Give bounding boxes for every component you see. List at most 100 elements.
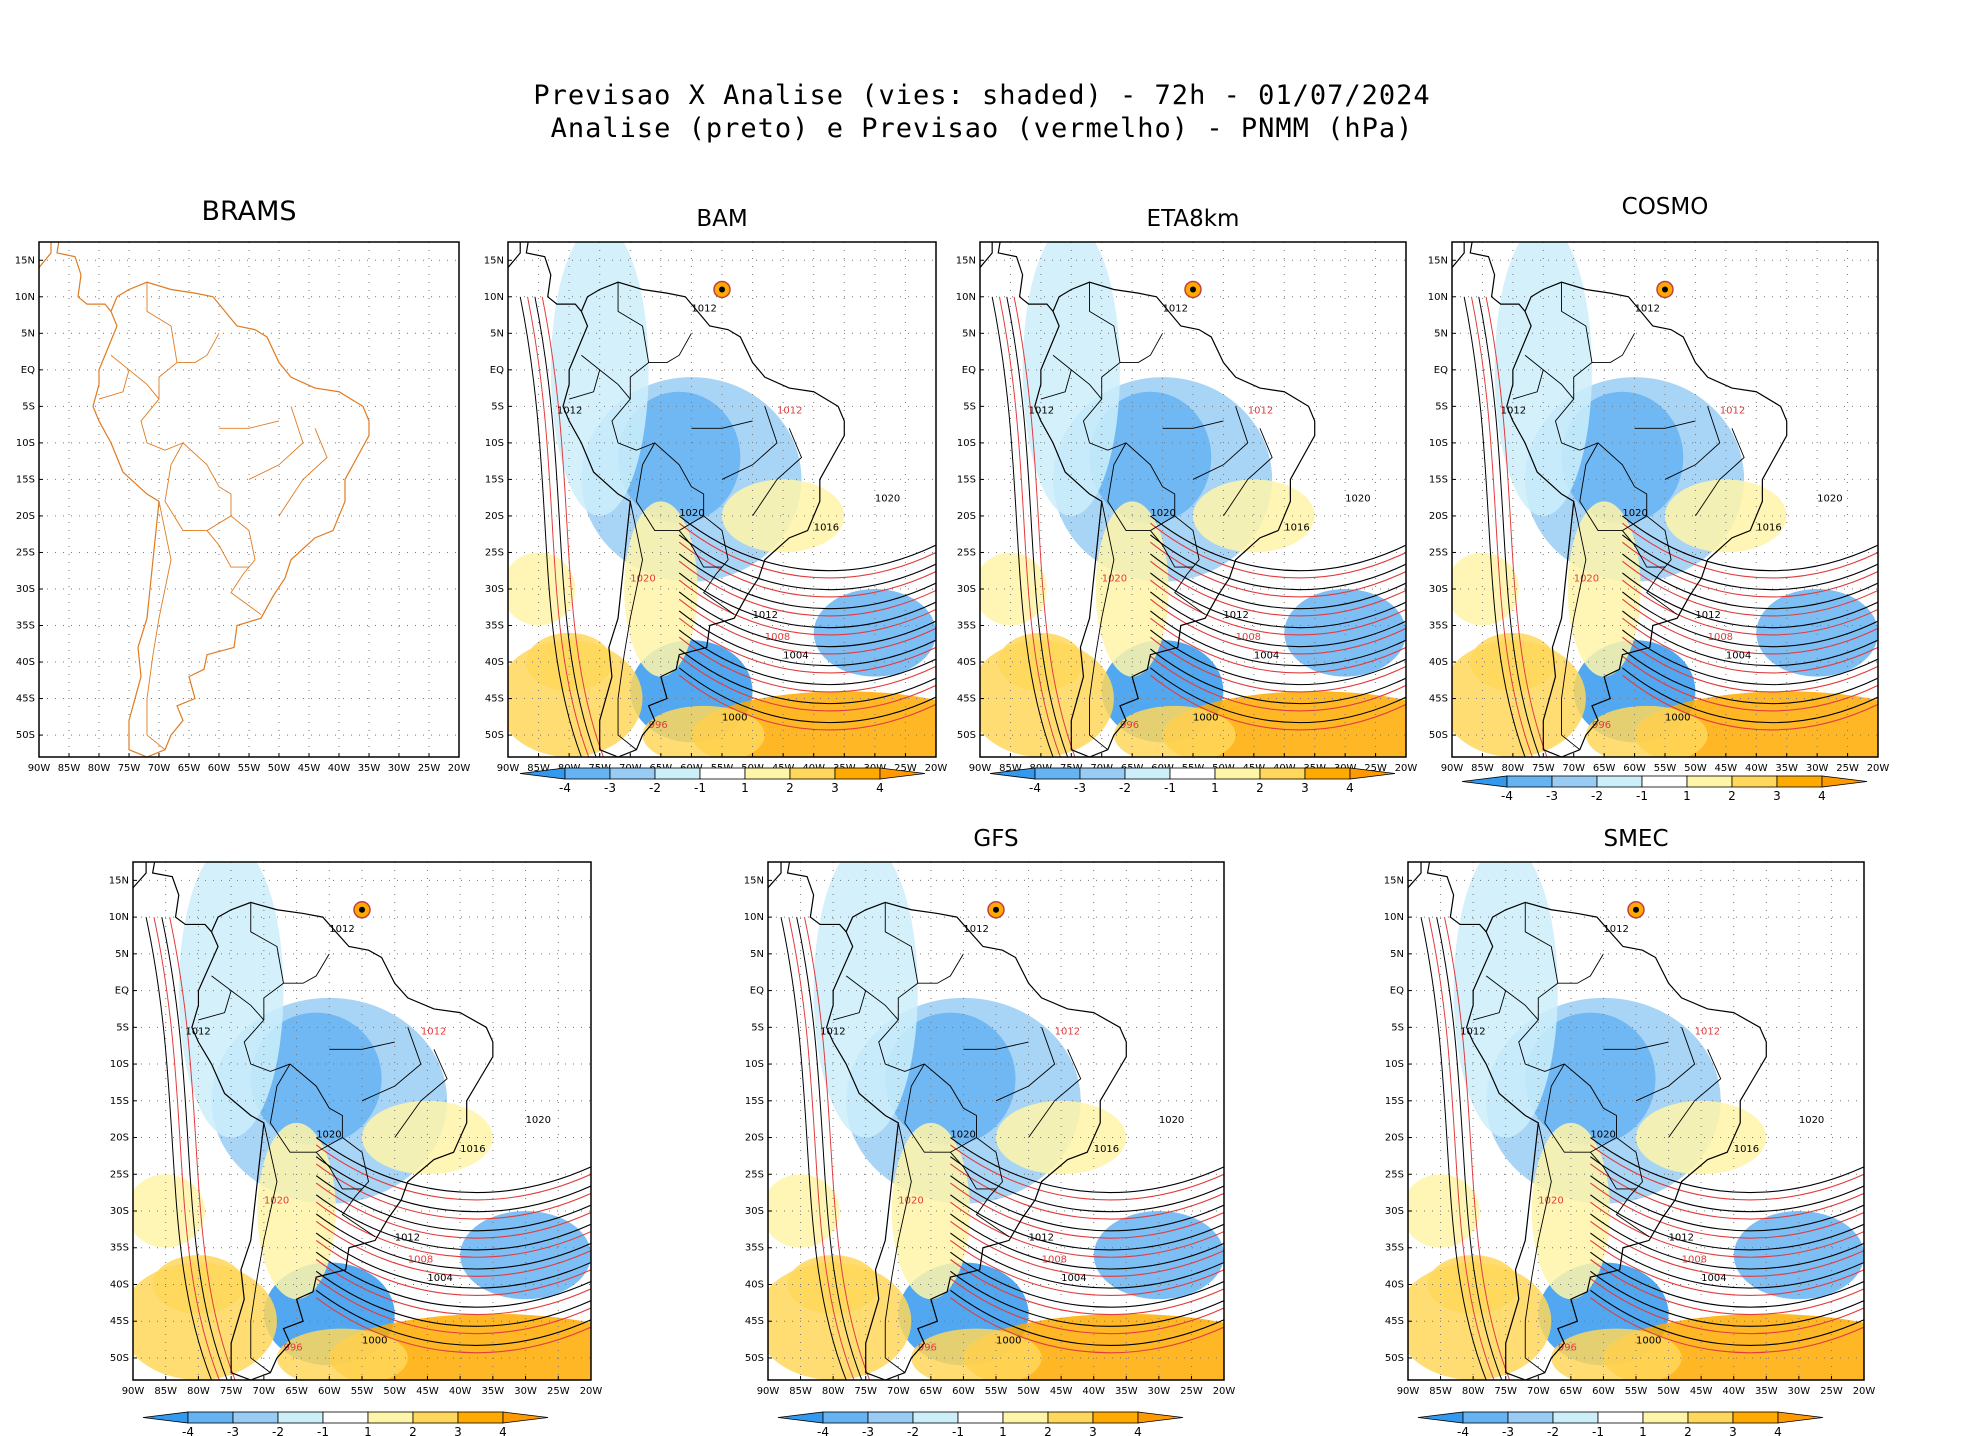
forecast-isobar [1622, 655, 1878, 712]
analysis-isobar [1150, 572, 1406, 629]
forecast-isobar [1622, 598, 1878, 655]
lat-label: 20S [1429, 511, 1448, 522]
lon-label: 60W [1623, 763, 1646, 774]
analysis-isobar [1150, 629, 1406, 686]
contour-label: 996 [283, 1343, 302, 1354]
lon-label: 25W [1180, 1386, 1203, 1397]
lat-label: 30S [485, 584, 504, 595]
country-border [884, 902, 919, 984]
lat-label: 10N [1428, 292, 1448, 303]
lat-label: 10N [1384, 912, 1404, 923]
forecast-isobar [950, 1259, 1224, 1316]
lon-label: 20W [580, 1386, 603, 1397]
forecast-isobar [1150, 560, 1406, 617]
forecast-isobar [1150, 579, 1406, 636]
panel-title-bam: BAM [696, 206, 748, 232]
country-border [1524, 1122, 1552, 1374]
bias-shading [257, 1122, 336, 1300]
lon-label: 25W [1820, 1386, 1843, 1397]
analysis-isobar [950, 1251, 1224, 1308]
lat-label: 10N [109, 912, 129, 923]
hurricane-center [359, 906, 365, 913]
lon-label: 85W [999, 763, 1022, 774]
coastline [1465, 901, 1767, 1380]
contour-label: 996 [918, 1343, 937, 1354]
lon-label: 40W [449, 1386, 472, 1397]
lat-label: 10N [15, 292, 35, 303]
lon-label: 65W [920, 1386, 943, 1397]
isobar [1485, 296, 1548, 757]
lat-label: 30S [16, 584, 35, 595]
contour-label: 1008 [1708, 632, 1733, 643]
lat-label: 35S [1385, 1243, 1404, 1254]
lat-label: 35S [957, 621, 976, 632]
lat-label: 20S [485, 511, 504, 522]
analysis-isobar [950, 1289, 1224, 1346]
lat-label: 10S [745, 1059, 764, 1070]
contour-label: 1012 [753, 610, 778, 621]
forecast-isobar [315, 1297, 591, 1354]
lat-label: 35S [745, 1243, 764, 1254]
lat-label: 5S [116, 1022, 129, 1033]
map-area: 1012 1012 1016 1012 1008 1004 1000 996 1012 1020 1… [508, 242, 936, 757]
colorbar-arrow-left [1417, 1411, 1464, 1424]
lat-label: 5S [751, 1022, 764, 1033]
colorbar-tick-label: 3 [1729, 1425, 1737, 1436]
bias-shading [1427, 1255, 1519, 1314]
forecast-isobar [315, 1201, 591, 1258]
lon-label: 25W [418, 763, 441, 774]
contour-label: 1004 [1701, 1273, 1726, 1284]
bias-shading [250, 1012, 382, 1145]
colorbar-tick-label: 3 [1773, 789, 1781, 803]
contour-label: 1012 [1695, 1027, 1720, 1038]
lat-label: 50S [745, 1353, 764, 1364]
forecast-isobar [1590, 1201, 1864, 1258]
lat-label: 15S [485, 474, 504, 485]
hurricane-center [993, 906, 999, 913]
colorbar-tick-label: 2 [409, 1425, 417, 1436]
country-border [884, 1122, 912, 1374]
colorbar-tick-label: 3 [1089, 1425, 1097, 1436]
lon-label: 40W [328, 763, 351, 774]
colorbar-tick-label: 4 [1134, 1425, 1142, 1436]
map-area: 1012 1012 1016 1012 1008 1004 1000 996 1012 1020 1… [1452, 242, 1878, 757]
lon-label: 45W [298, 763, 321, 774]
forecast-isobar [1590, 1182, 1864, 1239]
lat-label: 15S [110, 1096, 129, 1107]
colorbar-tick-label: -2 [907, 1425, 919, 1436]
forecast-isobar [678, 636, 936, 693]
lon-label: 50W [1657, 1386, 1680, 1397]
analysis-isobar [1622, 572, 1878, 629]
isobar [541, 296, 604, 757]
contour-label: 1012 [691, 303, 716, 314]
analysis-isobar [1590, 1213, 1864, 1270]
lon-label: 35W [358, 763, 381, 774]
lat-label: 50S [485, 730, 504, 741]
bias-shading [911, 1328, 1042, 1380]
forecast-isobar [315, 1259, 591, 1316]
coastline [562, 281, 845, 757]
contour-label: 1012 [1248, 406, 1273, 417]
lat-label: 40S [745, 1279, 764, 1290]
colorbar-tick-label: -2 [1547, 1425, 1559, 1436]
colorbar-segment [1462, 1411, 1509, 1424]
lat-label: 45S [957, 694, 976, 705]
lat-label: 45S [745, 1316, 764, 1327]
analysis-isobar [678, 648, 936, 705]
isobar [788, 917, 855, 1380]
lon-label: 30W [514, 1386, 537, 1397]
lat-label: 5S [1391, 1022, 1404, 1033]
lat-label: EQ [115, 986, 129, 997]
forecast-isobar [950, 1163, 1224, 1220]
colorbar-tick-label: -2 [649, 781, 661, 795]
lon-label: 85W [789, 1386, 812, 1397]
lon-label: 55W [985, 1386, 1008, 1397]
colorbar-arrow-right [1349, 767, 1396, 780]
bias-shading [618, 391, 741, 524]
country-border [1668, 1049, 1722, 1138]
forecast-isobar [1150, 541, 1406, 598]
isobar [534, 296, 597, 757]
bias-shading [362, 1100, 493, 1175]
lat-label: 5N [962, 328, 976, 339]
bias-shading [1193, 479, 1315, 553]
